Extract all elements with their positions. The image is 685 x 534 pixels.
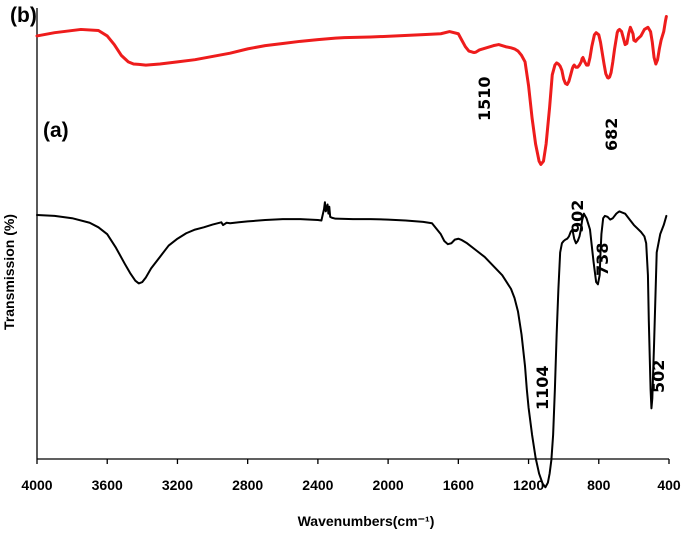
x-tick-label: 1600 (443, 477, 474, 493)
series-line-b (35, 14, 668, 166)
x-tick-label: 800 (587, 477, 611, 493)
x-tick-label: 2800 (232, 477, 263, 493)
x-tick-label: 3200 (162, 477, 193, 493)
labels-layer: (b) (a) 1510 682 1104 902 738 502 (10, 4, 668, 410)
x-tick-label: 3600 (92, 477, 123, 493)
peak-label: 1104 (533, 365, 552, 410)
peak-label: 682 (602, 118, 621, 151)
x-tick-label: 1200 (513, 477, 544, 493)
x-tick-label: 400 (657, 477, 681, 493)
series-name-label: (a) (43, 119, 69, 142)
series-layer (35, 14, 668, 489)
peak-label: 738 (593, 243, 612, 276)
x-axis-title: Wavenumbers(cm⁻¹) (298, 513, 435, 529)
series-line-a (36, 201, 668, 489)
y-axis-title: Transmission (%) (1, 214, 17, 330)
x-tick-label: 2000 (373, 477, 404, 493)
x-tick-label: 4000 (21, 477, 52, 493)
x-ticks: 4000 3600 3200 2800 2400 2000 1600 1200 800 400 (21, 459, 681, 493)
peak-label: 502 (649, 360, 668, 393)
x-tick-label: 2400 (302, 477, 333, 493)
peak-label: 1510 (475, 76, 494, 121)
series-name-label: (b) (10, 4, 37, 27)
axes (36, 8, 669, 460)
peak-label: 902 (568, 200, 587, 233)
